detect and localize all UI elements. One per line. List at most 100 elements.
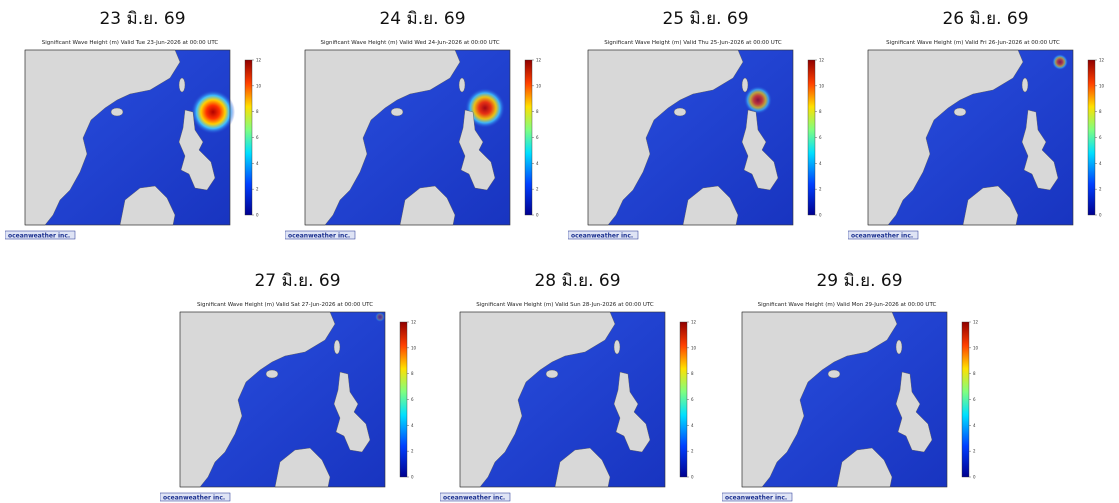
land-borneo xyxy=(554,447,611,488)
land-taiwan xyxy=(458,77,466,93)
colorbar xyxy=(679,321,688,478)
map-border xyxy=(741,311,948,488)
map-border xyxy=(587,49,794,226)
storm xyxy=(375,312,385,322)
wave-map: Significant Wave Height (m) Valid Sat 27… xyxy=(160,297,435,502)
colorbar-tick-label: 8 xyxy=(411,371,414,376)
land-philippines xyxy=(333,371,371,453)
storm xyxy=(1052,54,1068,70)
land-philippines xyxy=(741,109,779,191)
land-philippines xyxy=(1021,109,1059,191)
colorbar xyxy=(961,321,970,478)
date-label: 29 มิ.ย. 69 xyxy=(816,271,903,291)
colorbar-tick-label: 10 xyxy=(256,83,262,88)
map-title: Significant Wave Height (m) Valid Sun 28… xyxy=(476,302,654,308)
colorbar-tick-label: 2 xyxy=(1099,187,1102,192)
wave-map: Significant Wave Height (m) Valid Thu 25… xyxy=(568,35,843,240)
colorbar-tick-label: 4 xyxy=(411,423,414,428)
map-title: Significant Wave Height (m) Valid Mon 29… xyxy=(758,302,937,308)
land-hainan xyxy=(827,369,841,379)
logo-box xyxy=(848,230,919,240)
colorbar-tick-label: 0 xyxy=(256,213,259,218)
map-area xyxy=(24,49,235,226)
map-area xyxy=(179,311,386,488)
land-taiwan xyxy=(333,339,341,355)
colorbar-tick-label: 2 xyxy=(819,187,822,192)
colorbar-tick-label: 12 xyxy=(973,320,979,325)
colorbar-tick-label: 0 xyxy=(1099,213,1102,218)
colorbar-tick-label: 12 xyxy=(819,58,825,63)
colorbar-tick-label: 4 xyxy=(536,161,539,166)
land-hainan xyxy=(545,369,559,379)
map-border xyxy=(867,49,1074,226)
logo: oceanweather inc. xyxy=(163,495,225,502)
map-title: Significant Wave Height (m) Valid Fri 26… xyxy=(886,40,1060,46)
map-border xyxy=(459,311,666,488)
colorbar xyxy=(399,321,408,478)
map-title: Significant Wave Height (m) Valid Sat 27… xyxy=(197,302,373,308)
storm xyxy=(465,88,505,128)
land-taiwan xyxy=(895,339,903,355)
logo-box xyxy=(5,230,76,240)
date-label: 28 มิ.ย. 69 xyxy=(534,271,621,291)
land-asia xyxy=(304,49,461,226)
colorbar-tick-label: 0 xyxy=(819,213,822,218)
colorbar-tick-label: 10 xyxy=(1099,83,1105,88)
land-hainan xyxy=(390,107,404,117)
wave-map: Significant Wave Height (m) Valid Sun 28… xyxy=(440,297,715,502)
colorbar-tick-label: 10 xyxy=(691,345,697,350)
logo: oceanweather inc. xyxy=(571,233,633,240)
colorbar-tick-label: 6 xyxy=(819,135,822,140)
wave-map: Significant Wave Height (m) Valid Fri 26… xyxy=(848,35,1119,240)
colorbar xyxy=(807,59,816,216)
colorbar-tick-label: 4 xyxy=(819,161,822,166)
date-label: 26 มิ.ย. 69 xyxy=(942,9,1029,29)
colorbar-tick-label: 2 xyxy=(973,449,976,454)
map-area xyxy=(587,49,794,226)
colorbar-tick-label: 10 xyxy=(973,345,979,350)
map-area xyxy=(459,311,666,488)
map-border xyxy=(24,49,231,226)
wave-map: Significant Wave Height (m) Valid Tue 23… xyxy=(5,35,280,240)
map-title: Significant Wave Height (m) Valid Thu 25… xyxy=(604,40,782,46)
colorbar-tick-label: 6 xyxy=(411,397,414,402)
land-philippines xyxy=(458,109,496,191)
colorbar-tick-label: 2 xyxy=(411,449,414,454)
colorbar-tick-label: 12 xyxy=(256,58,262,63)
logo-box xyxy=(285,230,356,240)
land-hainan xyxy=(110,107,124,117)
colorbar xyxy=(524,59,533,216)
colorbar-tick-label: 10 xyxy=(819,83,825,88)
land-asia xyxy=(741,311,898,488)
storm xyxy=(744,86,772,114)
logo-box xyxy=(722,492,793,502)
wave-map: Significant Wave Height (m) Valid Wed 24… xyxy=(285,35,560,240)
map-border xyxy=(179,311,386,488)
land-borneo xyxy=(399,185,456,226)
colorbar-tick-label: 2 xyxy=(691,449,694,454)
storm xyxy=(191,90,235,134)
land-borneo xyxy=(119,185,176,226)
colorbar-tick-label: 12 xyxy=(536,58,542,63)
colorbar-tick-label: 8 xyxy=(536,109,539,114)
date-label: 24 มิ.ย. 69 xyxy=(379,9,466,29)
map-title: Significant Wave Height (m) Valid Tue 23… xyxy=(42,40,219,46)
colorbar-tick-label: 8 xyxy=(1099,109,1102,114)
logo: oceanweather inc. xyxy=(725,495,787,502)
date-label: 27 มิ.ย. 69 xyxy=(254,271,341,291)
colorbar-tick-label: 6 xyxy=(536,135,539,140)
colorbar-tick-label: 8 xyxy=(819,109,822,114)
land-hainan xyxy=(673,107,687,117)
date-label: 23 มิ.ย. 69 xyxy=(99,9,186,29)
colorbar-tick-label: 4 xyxy=(1099,161,1102,166)
land-asia xyxy=(459,311,616,488)
colorbar-tick-label: 12 xyxy=(411,320,417,325)
land-asia xyxy=(24,49,181,226)
colorbar-tick-label: 2 xyxy=(256,187,259,192)
map-area xyxy=(867,49,1074,226)
colorbar-tick-label: 8 xyxy=(973,371,976,376)
land-borneo xyxy=(836,447,893,488)
land-borneo xyxy=(962,185,1019,226)
colorbar-tick-label: 6 xyxy=(691,397,694,402)
